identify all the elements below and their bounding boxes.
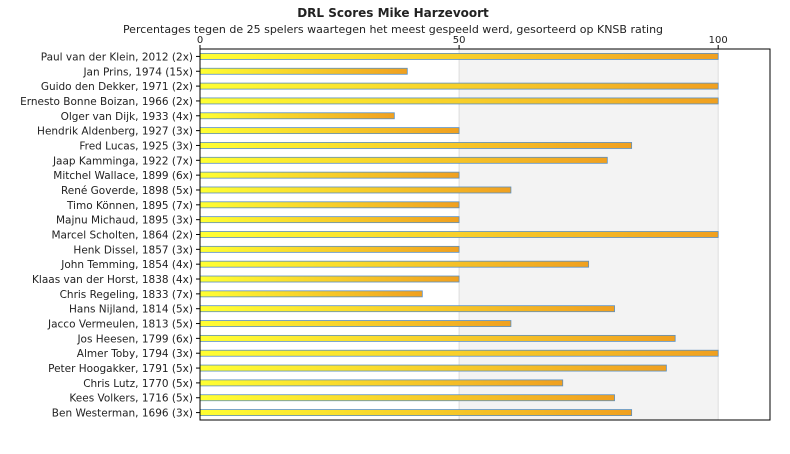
category-label: Chris Regeling, 1833 (7x) (60, 289, 193, 301)
x-tick-label: 50 (453, 35, 466, 46)
bar (199, 142, 633, 149)
category-label: Jan Prins, 1974 (15x) (82, 66, 193, 78)
category-label: Kees Volkers, 1716 (5x) (69, 393, 193, 405)
bar (199, 394, 615, 402)
bar (199, 379, 564, 387)
bar (199, 334, 676, 342)
bar (199, 231, 719, 238)
bar (199, 320, 512, 327)
category-label: Klaas van der Horst, 1838 (4x) (32, 274, 193, 286)
bar (199, 305, 615, 313)
category-label: Ben Westerman, 1696 (3x) (52, 408, 193, 420)
bar (199, 201, 460, 209)
chart-title: DRL Scores Mike Harzevoort (297, 6, 489, 20)
x-tick-label: 100 (709, 35, 728, 46)
category-label: Hendrik Aldenberg, 1927 (3x) (37, 126, 193, 138)
bar (199, 349, 719, 357)
category-label: John Temming, 1854 (4x) (60, 259, 193, 271)
bar (199, 97, 719, 105)
bar (199, 112, 395, 120)
category-label: Mitchel Wallace, 1899 (6x) (53, 170, 193, 182)
category-label: Jaap Kamminga, 1922 (7x) (52, 155, 193, 167)
y-axis-labels: Paul van der Klein, 2012 (2x) Jan Prins, … (20, 51, 200, 420)
bar (199, 260, 590, 268)
bar (199, 53, 719, 60)
bar (199, 171, 460, 179)
category-label: Marcel Scholten, 1864 (2x) (51, 230, 193, 242)
category-label: Chris Lutz, 1770 (5x) (83, 378, 193, 390)
category-label: Fred Lucas, 1925 (3x) (79, 140, 193, 152)
category-label: Peter Hoogakker, 1791 (5x) (48, 363, 193, 375)
category-label: Jos Heesen, 1799 (6x) (76, 333, 193, 345)
category-label: Timo Können, 1895 (7x) (66, 200, 193, 212)
category-label: Ernesto Bonne Boizan, 1966 (2x) (20, 96, 193, 108)
category-label: René Goverde, 1898 (5x) (61, 185, 193, 197)
bar (199, 275, 460, 283)
bar (199, 364, 667, 372)
category-label: Jacco Vermeulen, 1813 (5x) (47, 319, 193, 331)
category-label: Henk Dissel, 1857 (3x) (73, 244, 193, 256)
category-label: Olger van Dijk, 1933 (4x) (61, 111, 193, 123)
category-label: Paul van der Klein, 2012 (2x) (41, 51, 193, 63)
x-axis-ticks: 0 50 100 (197, 35, 728, 49)
bar (199, 409, 633, 416)
category-label: Hans Nijland, 1814 (5x) (69, 304, 193, 316)
chart-subtitle: Percentages tegen de 25 spelers waartege… (123, 23, 663, 36)
bar (199, 127, 460, 135)
category-label: Majnu Michaud, 1895 (3x) (56, 215, 193, 227)
plot-frame (199, 48, 771, 421)
plot-band (718, 49, 770, 420)
bar (199, 156, 608, 164)
bar (199, 67, 408, 75)
bar (199, 216, 460, 224)
bar (199, 245, 460, 253)
category-label: Almer Toby, 1794 (3x) (77, 348, 193, 360)
bar (199, 290, 423, 298)
bar (199, 82, 719, 90)
x-tick-label: 0 (197, 35, 203, 46)
category-label: Guido den Dekker, 1971 (2x) (41, 81, 193, 93)
bar (199, 186, 512, 194)
